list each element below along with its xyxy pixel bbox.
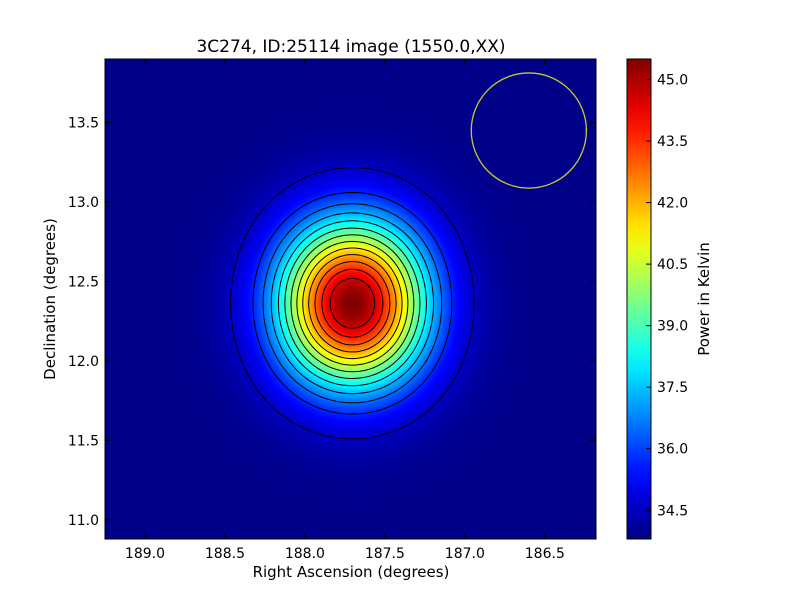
colorbar-tick-label: 39.0 bbox=[657, 319, 688, 335]
plot-frame bbox=[104, 58, 597, 540]
y-tick-label: 13.0 bbox=[68, 195, 99, 211]
y-axis-label: Declination (degrees) bbox=[41, 218, 59, 380]
heatmap-image bbox=[105, 59, 596, 539]
colorbar-tick-label: 36.0 bbox=[657, 442, 688, 458]
contour-level-11 bbox=[321, 268, 384, 338]
x-tick-label: 187.0 bbox=[445, 546, 485, 562]
contour-level-6 bbox=[290, 234, 415, 373]
colorbar-tick-label: 34.5 bbox=[657, 503, 688, 519]
contour-level-2 bbox=[262, 203, 443, 404]
colorbar-tick-label: 45.0 bbox=[657, 73, 688, 89]
contour-level-0 bbox=[230, 167, 475, 440]
colorbar-label: Power in Kelvin bbox=[695, 242, 713, 356]
colorbar-tick-label: 43.5 bbox=[657, 134, 688, 150]
colorbar-frame bbox=[626, 58, 652, 540]
colorbar-tick-label: 42.0 bbox=[657, 196, 688, 212]
contour-level-1 bbox=[252, 192, 453, 415]
y-axis-ticks: 11.0 11.5 12.0 12.5 13.0 13.5 bbox=[68, 116, 596, 529]
x-axis-label: Right Ascension (degrees) bbox=[253, 563, 450, 581]
contour-level-9 bbox=[308, 254, 397, 353]
x-tick-label: 189.0 bbox=[125, 546, 165, 562]
y-tick-label: 12.0 bbox=[68, 354, 99, 370]
contour-level-7 bbox=[296, 240, 409, 366]
x-axis-ticks: 189.0 188.5 188.0 187.5 187.0 186.5 bbox=[125, 59, 565, 562]
contour-level-12 bbox=[329, 277, 376, 329]
y-tick-label: 13.5 bbox=[68, 116, 99, 132]
contour-level-3 bbox=[270, 212, 434, 395]
colorbar-ticks: 34.5 36.0 37.5 39.0 40.5 42.0 43.5 45.0 bbox=[646, 73, 688, 519]
x-tick-label: 188.0 bbox=[285, 546, 325, 562]
contour-level-5 bbox=[284, 227, 421, 379]
chart-title: 3C274, ID:25114 image (1550.0,XX) bbox=[196, 37, 505, 57]
colorbar-gradient bbox=[627, 59, 651, 539]
colorbar-tick-label: 40.5 bbox=[657, 257, 688, 273]
x-tick-label: 187.5 bbox=[365, 546, 405, 562]
y-tick-label: 12.5 bbox=[68, 275, 99, 291]
beam-circle bbox=[470, 72, 588, 189]
y-tick-label: 11.0 bbox=[68, 513, 99, 529]
plot-area: 189.0 188.5 188.0 187.5 187.0 186.5 11.011.51… bbox=[68, 58, 597, 562]
x-tick-label: 186.5 bbox=[525, 546, 565, 562]
contour-lines bbox=[230, 167, 475, 440]
contour-level-8 bbox=[302, 247, 403, 360]
contour-level-10 bbox=[314, 261, 391, 346]
contour-level-4 bbox=[277, 220, 427, 387]
y-tick-label: 11.5 bbox=[68, 433, 99, 449]
colorbar: 34.5 36.0 37.5 39.0 40.5 42.0 43.5 45.0 Power i… bbox=[626, 58, 713, 540]
colorbar-tick-label: 37.5 bbox=[657, 380, 688, 396]
x-tick-label: 188.5 bbox=[205, 546, 245, 562]
